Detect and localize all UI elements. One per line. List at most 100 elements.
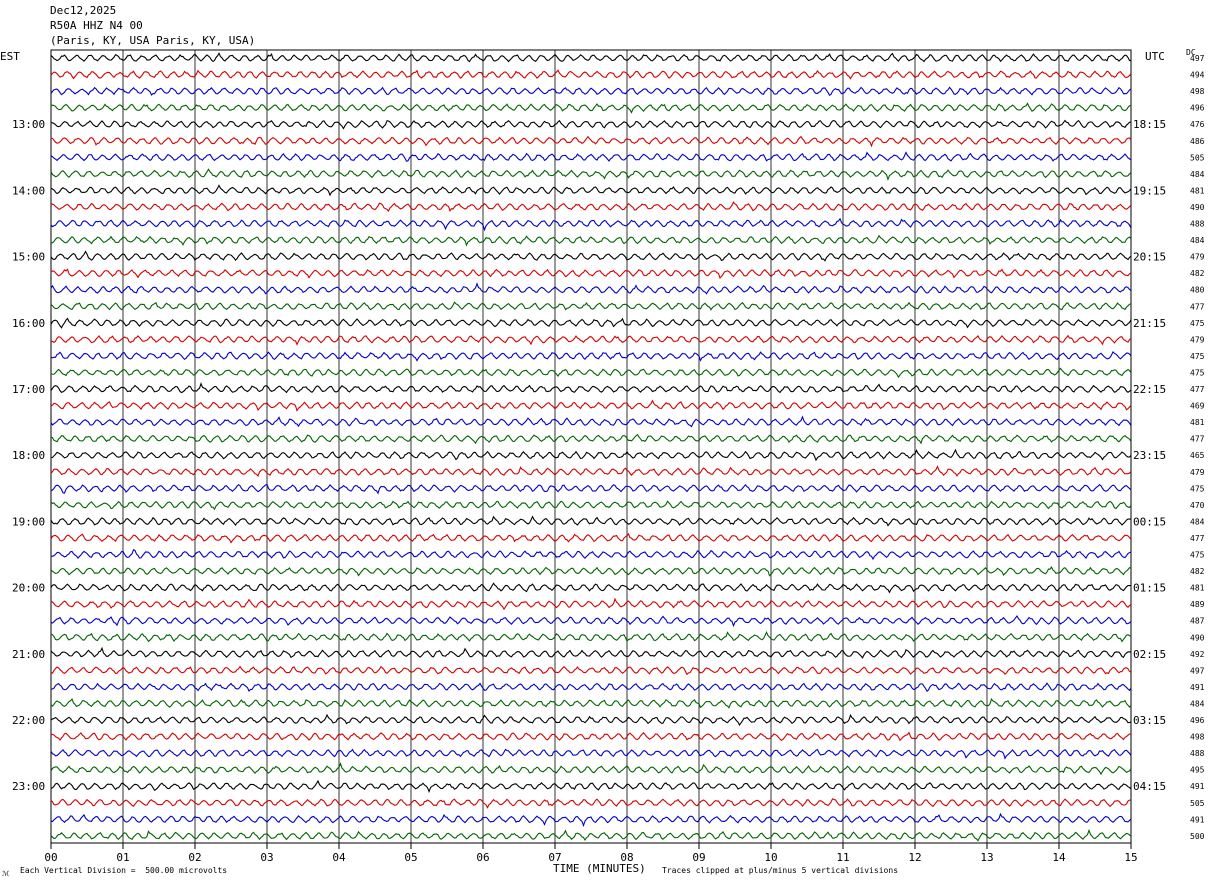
x-tick-label: 10 — [764, 851, 777, 864]
est-hour-label: 13:00 — [12, 118, 45, 131]
dc-value: 469 — [1190, 402, 1205, 411]
utc-hour-label: 20:15 — [1133, 251, 1166, 264]
seismic-trace — [50, 500, 1132, 511]
dc-value: 479 — [1190, 253, 1205, 262]
utc-hour-label: 23:15 — [1133, 449, 1166, 462]
seismic-trace — [50, 713, 1132, 726]
x-tick-label: 08 — [620, 851, 633, 864]
seismic-trace — [50, 448, 1132, 462]
dc-value: 496 — [1190, 104, 1205, 113]
dc-value: 484 — [1190, 699, 1205, 708]
seismic-trace — [50, 184, 1132, 197]
dc-value: 479 — [1190, 468, 1205, 477]
dc-value: 488 — [1190, 220, 1205, 229]
dc-value: 475 — [1190, 352, 1205, 361]
est-hour-label: 15:00 — [12, 251, 45, 264]
x-tick-label: 13 — [980, 851, 993, 864]
est-hour-label: 18:00 — [12, 449, 45, 462]
seismic-trace — [50, 465, 1132, 478]
seismic-trace — [50, 779, 1132, 794]
clip-note: Traces clipped at plus/minus 5 vertical … — [662, 866, 899, 875]
left-timezone-label: EST — [0, 50, 20, 63]
dc-value: 490 — [1190, 203, 1205, 212]
dc-value: 475 — [1190, 551, 1205, 560]
dc-value: 497 — [1190, 666, 1205, 675]
dc-value: 477 — [1190, 435, 1205, 444]
x-tick-label: 11 — [836, 851, 849, 864]
seismic-trace — [50, 798, 1132, 809]
x-tick-label: 15 — [1124, 851, 1137, 864]
seismic-trace — [50, 697, 1132, 709]
seismic-trace — [50, 630, 1132, 643]
dc-value: 481 — [1190, 584, 1205, 593]
dc-value: 482 — [1190, 269, 1205, 278]
dc-value: 490 — [1190, 633, 1205, 642]
seismic-trace — [50, 250, 1132, 262]
seismic-trace — [50, 334, 1132, 346]
utc-hour-label: 19:15 — [1133, 184, 1166, 197]
seismic-trace — [50, 532, 1132, 544]
x-axis-title: TIME (MINUTES) — [553, 862, 646, 875]
seismic-trace — [50, 282, 1132, 295]
dc-value: 482 — [1190, 567, 1205, 576]
seismic-trace — [50, 234, 1132, 247]
dc-value: 476 — [1190, 120, 1205, 129]
seismic-trace — [50, 301, 1132, 311]
x-tick-label: 04 — [332, 851, 346, 864]
dc-value: 498 — [1190, 733, 1205, 742]
dc-value: 487 — [1190, 617, 1205, 626]
utc-hour-label: 22:15 — [1133, 383, 1166, 396]
seismic-trace — [50, 201, 1132, 213]
seismic-trace — [50, 415, 1132, 428]
x-tick-label: 00 — [44, 851, 57, 864]
x-tick-label: 07 — [548, 851, 561, 864]
station-code: R50A HHZ N4 00 — [50, 19, 143, 32]
dc-offset-header: DC — [1186, 48, 1196, 57]
x-tick-label: 09 — [692, 851, 705, 864]
dc-value: 475 — [1190, 319, 1205, 328]
seismic-trace — [50, 597, 1132, 611]
dc-value: 492 — [1190, 650, 1205, 659]
seismic-trace — [50, 433, 1132, 445]
dc-value: 486 — [1190, 137, 1205, 146]
dc-value: 500 — [1190, 832, 1205, 841]
est-hour-label: 20:00 — [12, 582, 45, 595]
est-hour-label: 17:00 — [12, 383, 45, 396]
dc-value: 498 — [1190, 87, 1205, 96]
dc-value: 465 — [1190, 451, 1205, 460]
x-tick-label: 12 — [908, 851, 921, 864]
seismic-trace — [50, 762, 1132, 776]
dc-value: 484 — [1190, 236, 1205, 245]
utc-hour-label: 01:15 — [1133, 582, 1166, 595]
dc-value: 496 — [1190, 716, 1205, 725]
seismic-trace — [50, 646, 1132, 659]
vertical-division-note: Each Vertical Division = 500.00 microvol… — [20, 866, 228, 875]
est-hour-label: 14:00 — [12, 184, 45, 197]
seismic-trace — [50, 69, 1132, 80]
x-tick-label: 14 — [1052, 851, 1066, 864]
dc-value: 489 — [1190, 600, 1205, 609]
dc-value: 491 — [1190, 815, 1205, 824]
seismic-trace — [50, 217, 1132, 232]
x-tick-label: 02 — [188, 851, 201, 864]
seismic-trace — [50, 665, 1132, 676]
dc-value: 481 — [1190, 418, 1205, 427]
dc-value: 494 — [1190, 71, 1205, 80]
seismic-trace — [50, 812, 1132, 828]
station-location: (Paris, KY, USA Paris, KY, USA) — [50, 34, 256, 47]
plot-frame — [50, 49, 1132, 844]
seismic-trace — [50, 135, 1132, 148]
seismic-trace — [50, 317, 1132, 329]
dc-value: 491 — [1190, 683, 1205, 692]
seismic-trace — [50, 748, 1132, 760]
dc-value: 477 — [1190, 302, 1205, 311]
seismic-trace — [50, 682, 1132, 692]
dc-value: 475 — [1190, 368, 1205, 377]
dc-value: 481 — [1190, 186, 1205, 195]
seismic-trace — [50, 119, 1132, 130]
seismic-trace — [50, 52, 1132, 63]
utc-hour-label: 00:15 — [1133, 515, 1166, 528]
est-hour-label: 23:00 — [12, 780, 45, 793]
utc-hour-label: 02:15 — [1133, 648, 1166, 661]
